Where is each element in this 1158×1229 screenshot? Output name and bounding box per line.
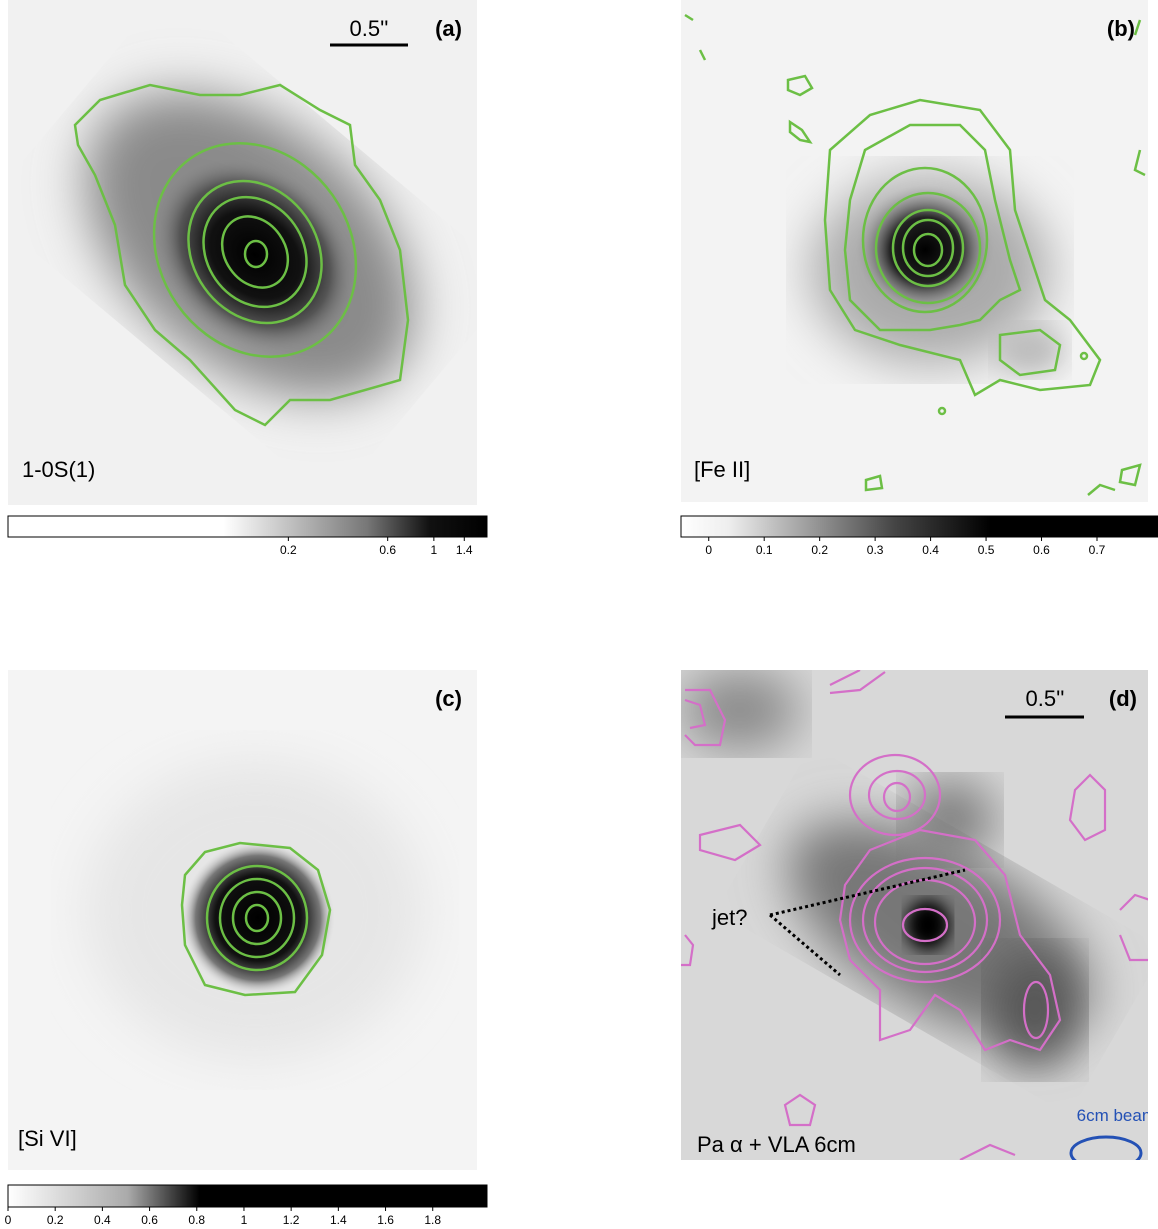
annotation: jet?	[711, 905, 747, 930]
colorbar-tick-label: 1.2	[283, 1213, 300, 1227]
line-label: [Fe II]	[694, 457, 750, 482]
panel-label: (d)	[1109, 686, 1137, 711]
colorbar-tick-label: 1	[431, 543, 438, 557]
scale-bar-label: 0.5''	[1026, 686, 1065, 711]
colorbar	[8, 516, 487, 537]
panel-c-image: (c) [Si VI]	[8, 670, 477, 1170]
colorbar-tick-label: 0.2	[47, 1213, 64, 1227]
line-label: [Si VI]	[18, 1126, 77, 1151]
colorbar-tick-label: 0.6	[379, 543, 396, 557]
colorbar-tick-label: 0	[5, 1213, 12, 1227]
colorbar-tick-label: 0.6	[141, 1213, 158, 1227]
colorbar-tick-label: 0	[705, 543, 712, 557]
colorbar-tick-label: 1.6	[377, 1213, 394, 1227]
panel-label: (a)	[435, 16, 462, 41]
colorbar-tick-label: 0.1	[756, 543, 773, 557]
colorbar-tick-label: 0.7	[1089, 543, 1106, 557]
panel-b-image: (b) [Fe II]	[681, 0, 1148, 502]
colorbar-tick-label: 0.4	[922, 543, 939, 557]
page: {"panels": [ {"label": "(a)", "scale_bar…	[0, 0, 1158, 1229]
line-label: 1-0S(1)	[22, 457, 95, 482]
scale-bar-label: 0.5''	[350, 16, 389, 41]
colorbar-tick-label: 1.4	[330, 1213, 347, 1227]
panel-d-image: 0.5'' (d) jet? 6cm beam Pa α + VLA 6cm	[680, 670, 1156, 1169]
line-label: Pa α + VLA 6cm	[697, 1132, 856, 1157]
panel-label: (c)	[435, 686, 462, 711]
figure: 0.5'' (a) 1-0S(1) (b) [Fe II] (c) [Si VI…	[0, 0, 1158, 1229]
colorbar-tick-label: 0.6	[1033, 543, 1050, 557]
beam-label: 6cm beam	[1077, 1106, 1156, 1125]
colorbar-tick-label: 1	[241, 1213, 248, 1227]
colorbar-tick-label: 1.8	[424, 1213, 441, 1227]
panel-a-image: 0.5'' (a) 1-0S(1)	[8, 0, 477, 505]
colorbar	[8, 1185, 487, 1207]
colorbar-tick-label: 0.3	[867, 543, 884, 557]
panel-label: (b)	[1107, 16, 1135, 41]
colorbar-tick-label: 0.8	[188, 1213, 205, 1227]
colorbar	[681, 516, 1158, 537]
colorbar-tick-label: 0.2	[811, 543, 828, 557]
colorbar-tick-label: 1.4	[456, 543, 473, 557]
colorbar-tick-label: 0.2	[280, 543, 297, 557]
colorbar-tick-label: 0.5	[978, 543, 995, 557]
colorbar-tick-label: 0.4	[94, 1213, 111, 1227]
